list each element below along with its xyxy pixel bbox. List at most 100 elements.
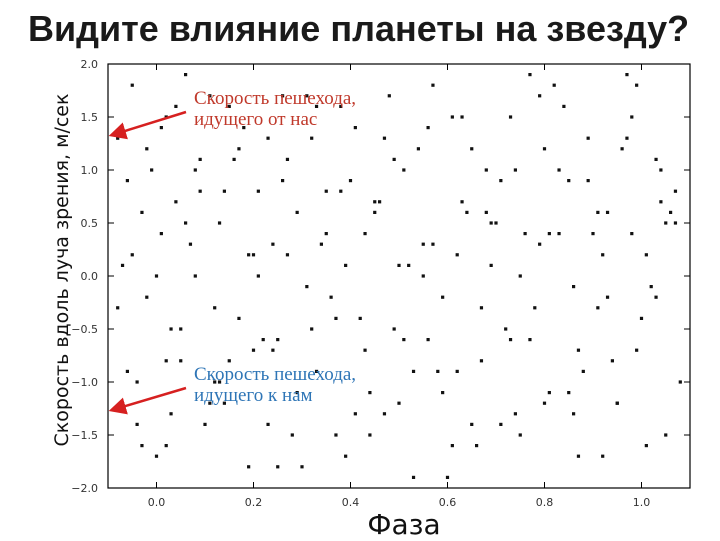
data-point <box>159 126 163 130</box>
data-point <box>479 306 484 310</box>
data-point <box>387 94 391 98</box>
data-point <box>654 295 658 299</box>
data-point <box>184 73 188 77</box>
data-point <box>528 73 532 77</box>
data-point <box>208 401 212 405</box>
data-point <box>499 179 503 183</box>
data-point <box>164 444 168 448</box>
data-point <box>508 338 513 342</box>
data-point <box>547 391 551 395</box>
data-point <box>310 136 314 140</box>
x-axis-label: Фаза <box>367 508 441 541</box>
data-point <box>455 253 459 257</box>
data-point <box>431 83 435 87</box>
data-point <box>402 168 406 172</box>
data-point <box>421 274 425 278</box>
annotation-toward: Скорость пешехода, идущего к нам <box>194 364 357 406</box>
y-tick-label: −2.0 <box>71 482 98 495</box>
data-point <box>436 369 440 373</box>
annotation-away: Скорость пешехода, идущего от нас <box>194 88 357 130</box>
data-point <box>281 94 285 98</box>
data-point <box>339 189 343 193</box>
data-point <box>368 391 372 395</box>
data-point <box>130 253 134 257</box>
data-point <box>222 401 226 405</box>
data-point <box>363 348 367 352</box>
data-point <box>271 242 275 246</box>
data-point <box>470 422 474 426</box>
x-tick-label: 1.0 <box>633 496 651 509</box>
arrow-toward <box>108 386 187 415</box>
data-point <box>416 147 420 151</box>
data-point <box>344 263 348 267</box>
data-point <box>373 210 377 214</box>
data-point <box>445 475 450 479</box>
y-tick-label: 0.0 <box>81 270 99 283</box>
data-point <box>193 168 197 172</box>
y-tick-label: 1.5 <box>81 111 99 124</box>
data-point <box>184 221 188 225</box>
data-point <box>237 316 241 320</box>
data-point <box>305 285 309 289</box>
data-point <box>397 401 401 405</box>
data-point <box>572 412 576 416</box>
data-point <box>504 327 508 331</box>
data-point <box>460 115 464 119</box>
data-point <box>620 147 624 151</box>
data-point <box>208 94 212 98</box>
data-point <box>441 295 445 299</box>
data-point <box>290 433 294 437</box>
data-point <box>567 391 571 395</box>
data-point <box>441 391 445 395</box>
data-point <box>247 465 251 469</box>
data-point <box>572 285 576 289</box>
data-point <box>402 338 406 342</box>
x-tick-label: 0.6 <box>439 496 457 509</box>
data-point <box>644 253 648 257</box>
data-point <box>411 369 416 373</box>
data-point <box>382 412 387 416</box>
data-point <box>397 263 401 267</box>
data-point <box>596 306 600 310</box>
data-point <box>562 104 566 108</box>
data-point <box>513 168 517 172</box>
data-point <box>266 136 270 140</box>
data-point <box>232 157 236 161</box>
arrow-away <box>108 110 187 140</box>
data-point <box>508 115 513 119</box>
data-point <box>659 200 663 204</box>
data-point <box>222 189 226 193</box>
data-point <box>649 285 653 289</box>
x-tick-label: 0.4 <box>342 496 360 509</box>
data-point <box>499 422 503 426</box>
data-point <box>203 422 207 426</box>
data-point <box>533 306 537 310</box>
data-point <box>678 380 682 384</box>
data-point <box>610 359 614 363</box>
data-point <box>159 232 163 236</box>
data-point <box>576 454 581 458</box>
data-point <box>227 104 231 108</box>
data-point <box>276 465 280 469</box>
data-point <box>227 359 231 363</box>
data-point <box>644 444 648 448</box>
data-point <box>547 232 551 236</box>
data-point <box>237 147 241 151</box>
data-point <box>664 221 668 225</box>
data-point <box>135 422 139 426</box>
data-point <box>213 380 217 384</box>
data-point <box>605 295 610 299</box>
data-point <box>261 338 265 342</box>
data-point <box>484 168 488 172</box>
data-point <box>193 274 197 278</box>
data-point <box>247 253 251 257</box>
data-point <box>300 465 304 469</box>
data-point <box>150 168 154 172</box>
data-point <box>586 136 590 140</box>
data-point <box>363 232 367 236</box>
data-point <box>135 380 139 384</box>
data-point <box>140 444 144 448</box>
data-point <box>669 210 673 214</box>
y-tick-label: 2.0 <box>81 58 99 71</box>
